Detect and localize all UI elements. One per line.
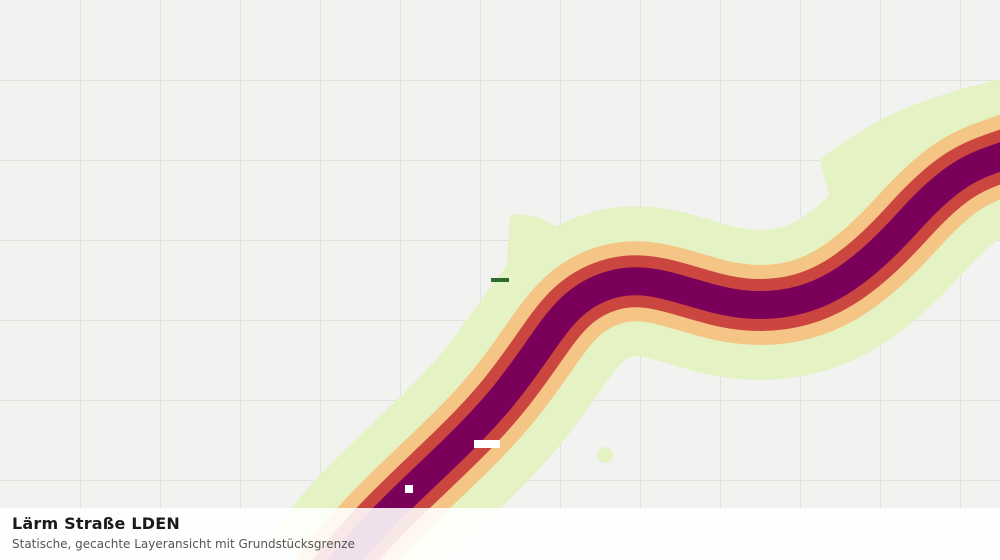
layer-subtitle: Statische, gecachte Layeransicht mit Gru… bbox=[12, 537, 355, 551]
layer-title: Lärm Straße LDEN bbox=[12, 514, 180, 533]
noise-layer bbox=[268, 79, 1000, 560]
noise-zone-very-high bbox=[327, 142, 1000, 560]
gap bbox=[474, 440, 500, 448]
noise-zone-low bbox=[597, 447, 613, 463]
gap bbox=[405, 485, 413, 493]
info-panel: Lärm Straße LDEN Statische, gecachte Lay… bbox=[0, 508, 1000, 560]
parcel-boundary bbox=[491, 278, 509, 282]
noise-zone-low bbox=[820, 80, 1000, 200]
